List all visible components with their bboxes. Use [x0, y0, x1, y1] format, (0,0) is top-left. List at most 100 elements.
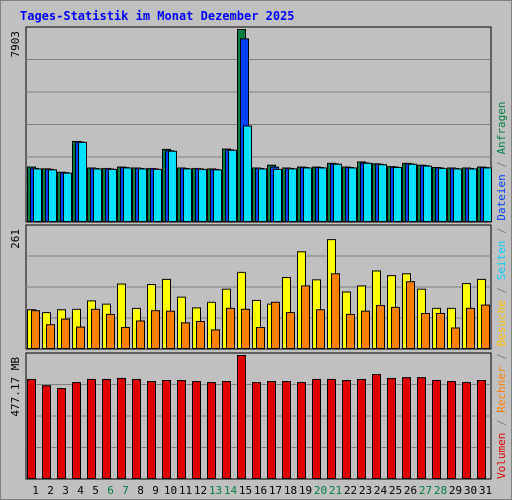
- x-tick-label: 19: [299, 484, 312, 497]
- bar-volumen-day-6: [102, 378, 111, 480]
- x-tick-label: 11: [179, 484, 192, 497]
- bar-volumen-day-24: [372, 374, 381, 479]
- x-tick-label: 26: [404, 484, 417, 497]
- legend-item: Rechner: [495, 366, 508, 413]
- bar-seiten-day-2: [48, 169, 57, 223]
- x-tick-label: 29: [449, 484, 462, 497]
- bar-volumen-day-9: [147, 381, 156, 480]
- bar-volumen-day-25: [387, 377, 396, 479]
- bar-rechner-day-14: [226, 307, 235, 350]
- x-tick-label: 18: [284, 484, 297, 497]
- bar-rechner-day-30: [466, 307, 475, 350]
- bar-rechner-day-27: [421, 313, 430, 349]
- chart-panel-3: 477.17 MB: [9, 352, 492, 480]
- x-tick-label: 21: [329, 484, 342, 497]
- x-tick-label: 12: [194, 484, 207, 497]
- x-tick-label: 7: [122, 484, 129, 497]
- x-tick-label: 16: [254, 484, 267, 497]
- x-tick-label: 9: [152, 484, 159, 497]
- bar-volumen-day-2: [42, 385, 51, 479]
- bar-seiten-day-13: [213, 169, 222, 223]
- bar-seiten-day-3: [63, 172, 72, 223]
- bar-rechner-day-7: [121, 327, 130, 349]
- bar-rechner-day-1: [31, 310, 40, 349]
- x-tick-label: 2: [47, 484, 54, 497]
- y-max-label: 261: [9, 229, 22, 249]
- bar-seiten-day-15: [243, 125, 252, 222]
- y-max-label: 477.17 MB: [9, 357, 22, 417]
- x-tick-label: 28: [434, 484, 447, 497]
- bar-volumen-day-4: [72, 382, 81, 480]
- legend-item: /: [495, 347, 508, 367]
- bar-seiten-day-12: [198, 168, 207, 222]
- legend-item: /: [495, 221, 508, 241]
- legend-item: Volumen: [495, 433, 508, 479]
- x-tick-label: 5: [92, 484, 99, 497]
- bar-volumen-day-10: [162, 379, 171, 480]
- bar-seiten-day-6: [108, 168, 117, 222]
- bar-volumen-day-11: [177, 379, 186, 480]
- legend-item: /: [495, 154, 508, 174]
- x-tick-label: 22: [344, 484, 357, 497]
- bar-volumen-day-12: [192, 381, 201, 480]
- bar-volumen-day-13: [207, 382, 216, 480]
- bar-rechner-day-23: [361, 310, 370, 350]
- x-tick-label: 13: [209, 484, 222, 497]
- bar-seiten-day-8: [138, 168, 147, 222]
- chart-panel-1: 7903: [9, 26, 492, 223]
- x-tick-label: 4: [77, 484, 84, 497]
- bar-rechner-day-11: [181, 322, 190, 350]
- legend-item: Dateien: [495, 174, 508, 220]
- bar-rechner-day-4: [76, 326, 85, 350]
- bar-seiten-day-14: [228, 149, 237, 223]
- bar-rechner-day-2: [46, 324, 55, 349]
- bar-volumen-day-16: [252, 382, 261, 480]
- bar-rechner-day-26: [406, 281, 415, 350]
- bar-volumen-day-21: [327, 378, 336, 480]
- bar-volumen-day-23: [357, 378, 366, 480]
- bar-volumen-day-5: [87, 378, 96, 480]
- x-tick-label: 8: [137, 484, 144, 497]
- bar-seiten-day-17: [273, 168, 282, 222]
- bar-volumen-day-17: [267, 381, 276, 480]
- bar-volumen-day-15: [237, 355, 246, 479]
- bar-volumen-day-1: [27, 378, 36, 480]
- bar-volumen-day-31: [477, 379, 486, 480]
- bar-volumen-day-28: [432, 379, 441, 480]
- legend: Volumen / Rechner / Besuche / Seiten / D…: [495, 101, 508, 479]
- bar-rechner-day-17: [271, 301, 280, 350]
- bar-seiten-day-21: [333, 163, 342, 223]
- bar-seiten-day-11: [183, 168, 192, 222]
- bar-seiten-day-31: [483, 167, 492, 223]
- bar-seiten-day-30: [468, 168, 477, 222]
- bar-seiten-day-4: [78, 141, 87, 222]
- x-tick-label: 15: [239, 484, 252, 497]
- bar-volumen-day-20: [312, 378, 321, 480]
- chart-panel-2: 261: [9, 224, 492, 350]
- bar-volumen-day-30: [462, 382, 471, 480]
- x-tick-label: 23: [359, 484, 372, 497]
- x-tick-label: 3: [62, 484, 69, 497]
- bar-rechner-day-5: [91, 308, 100, 350]
- bar-rechner-day-3: [61, 318, 70, 349]
- bar-seiten-day-28: [438, 167, 447, 222]
- bar-rechner-day-16: [256, 327, 265, 349]
- x-tick-label: 17: [269, 484, 282, 497]
- x-tick-label: 24: [374, 484, 388, 497]
- bar-rechner-day-31: [481, 304, 490, 350]
- bar-volumen-day-7: [117, 377, 126, 479]
- bar-rechner-day-10: [166, 310, 175, 350]
- y-max-label: 7903: [9, 31, 22, 58]
- bar-seiten-day-25: [393, 167, 402, 222]
- bar-rechner-day-29: [451, 327, 460, 349]
- bar-rechner-day-25: [391, 306, 400, 349]
- x-tick-label: 6: [107, 484, 114, 497]
- bar-volumen-day-22: [342, 379, 351, 480]
- bar-rechner-day-6: [106, 313, 115, 350]
- x-tick-label: 31: [479, 484, 492, 497]
- bar-volumen-day-26: [402, 377, 411, 480]
- bar-seiten-day-27: [423, 165, 432, 223]
- bar-rechner-day-9: [151, 310, 160, 349]
- bar-seiten-day-1: [33, 168, 42, 222]
